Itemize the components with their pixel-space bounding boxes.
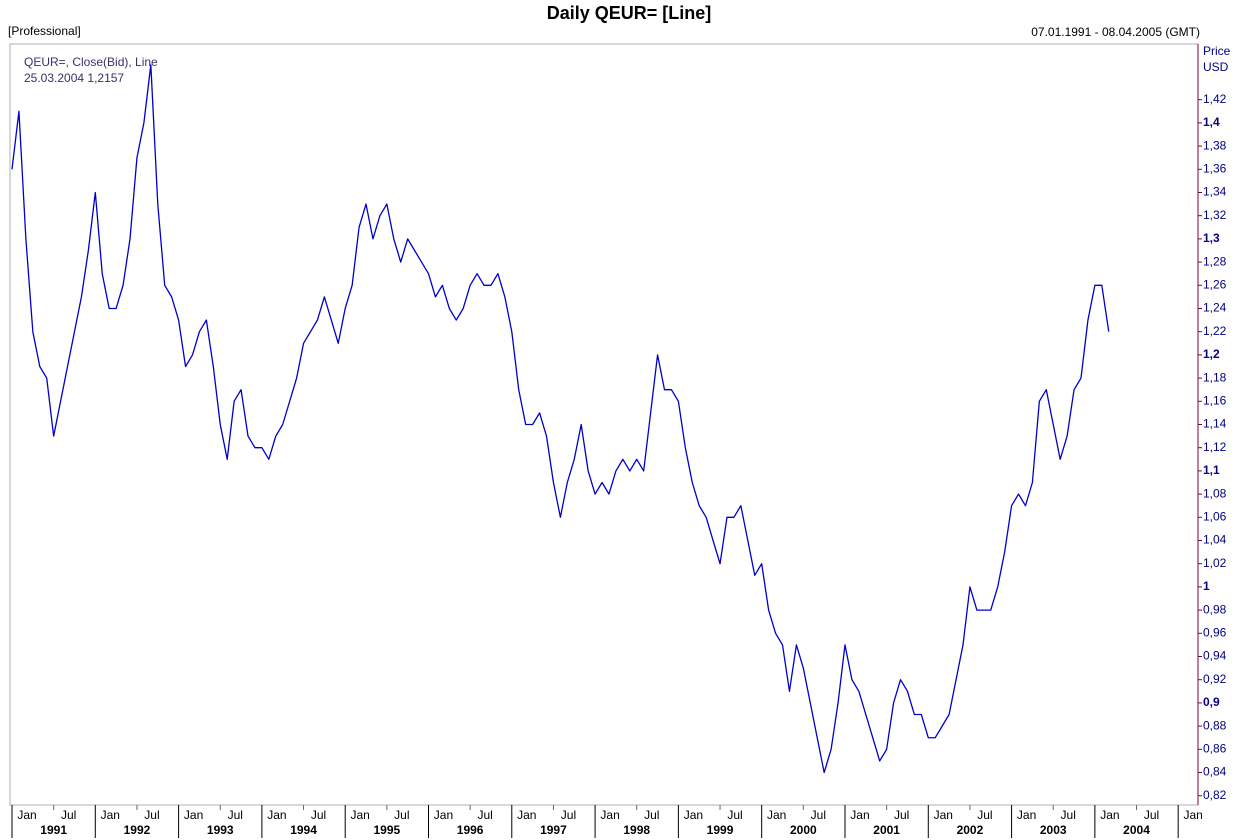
x-tick-label: Jul [228, 808, 243, 822]
y-tick-label: 1,16 [1203, 393, 1227, 407]
y-tick-label: 1 [1203, 579, 1210, 593]
year-label: 1997 [540, 823, 567, 837]
y-tick-label: 1,42 [1203, 92, 1227, 106]
x-tick-label: Jul [394, 808, 409, 822]
y-tick-label: 0,96 [1203, 625, 1227, 639]
x-tick-label: Jan [767, 808, 786, 822]
price-line [11, 64, 1110, 774]
x-tick-label: Jul [644, 808, 659, 822]
y-tick-label: 1,28 [1203, 254, 1227, 268]
y-tick-label: 1,34 [1203, 185, 1227, 199]
year-label: 1991 [40, 823, 67, 837]
y-tick-label: 0,88 [1203, 718, 1227, 732]
y-tick-label: 1,24 [1203, 301, 1227, 315]
year-label: 1999 [707, 823, 734, 837]
year-label: 1993 [207, 823, 234, 837]
x-tick-label: Jan [267, 808, 286, 822]
x-tick-label: Jul [977, 808, 992, 822]
y-tick-label: 0,86 [1203, 741, 1227, 755]
y-tick-label: 0,84 [1203, 765, 1227, 779]
y-tick-label: 1,08 [1203, 486, 1227, 500]
x-tick-label: Jan [517, 808, 536, 822]
x-tick-label: Jul [144, 808, 159, 822]
x-tick-label: Jul [311, 808, 326, 822]
year-label: 2002 [957, 823, 984, 837]
y-tick-label: 0,92 [1203, 672, 1227, 686]
y-tick-label: 0,98 [1203, 602, 1227, 616]
x-tick-label: Jan [1017, 808, 1036, 822]
x-tick-label: Jan [434, 808, 453, 822]
y-tick-label: 1,18 [1203, 370, 1227, 384]
x-tick-label: Jan [600, 808, 619, 822]
year-label: 2003 [1040, 823, 1067, 837]
y-tick-label: 0,82 [1203, 788, 1227, 802]
date-range: 07.01.1991 - 08.04.2005 (GMT) [1031, 25, 1200, 39]
y-tick-label: 1,12 [1203, 440, 1227, 454]
x-tick-label: Jul [1061, 808, 1076, 822]
year-label: 2001 [873, 823, 900, 837]
y-tick-label: 1,04 [1203, 533, 1227, 547]
chart-title: Daily QEUR= [Line] [547, 3, 712, 23]
x-tick-label: Jul [561, 808, 576, 822]
x-tick-label: Jan [1100, 808, 1119, 822]
y-tick-label: 1,4 [1203, 115, 1220, 129]
x-tick-label: Jan [184, 808, 203, 822]
year-label: 2000 [790, 823, 817, 837]
x-tick-label: Jan [1183, 808, 1202, 822]
x-tick-label: Jul [894, 808, 909, 822]
y-tick-label: 1,1 [1203, 463, 1220, 477]
x-tick-label: Jul [477, 808, 492, 822]
y-tick-label: 1,36 [1203, 161, 1227, 175]
year-label: 1992 [124, 823, 151, 837]
x-tick-label: Jan [850, 808, 869, 822]
y-tick-label: 1,38 [1203, 138, 1227, 152]
y-tick-label: 1,22 [1203, 324, 1227, 338]
year-label: 1996 [457, 823, 484, 837]
x-tick-label: Jul [811, 808, 826, 822]
x-tick-label: Jul [61, 808, 76, 822]
x-tick-label: Jan [101, 808, 120, 822]
x-tick-label: Jul [727, 808, 742, 822]
x-tick-label: Jan [684, 808, 703, 822]
y-tick-label: 1,06 [1203, 509, 1227, 523]
x-tick-label: Jan [934, 808, 953, 822]
y-axis-unit: USD [1203, 60, 1229, 74]
y-tick-label: 1,14 [1203, 417, 1227, 431]
y-tick-label: 0,9 [1203, 695, 1220, 709]
y-tick-label: 1,26 [1203, 277, 1227, 291]
y-tick-label: 1,3 [1203, 231, 1220, 245]
x-tick-label: Jan [17, 808, 36, 822]
y-tick-label: 1,32 [1203, 208, 1227, 222]
y-axis-label: Price [1203, 44, 1231, 58]
year-label: 2004 [1123, 823, 1150, 837]
y-tick-label: 1,02 [1203, 556, 1227, 570]
x-tick-label: Jan [351, 808, 370, 822]
year-label: 1994 [290, 823, 317, 837]
last-value: 25.03.2004 1,2157 [24, 71, 124, 85]
y-tick-label: 0,94 [1203, 649, 1227, 663]
x-tick-label: Jul [1144, 808, 1159, 822]
y-tick-label: 1,2 [1203, 347, 1220, 361]
legend-entry: QEUR=, Close(Bid), Line [24, 55, 158, 69]
year-label: 1998 [623, 823, 650, 837]
subtitle: [Professional] [8, 24, 81, 38]
year-label: 1995 [373, 823, 400, 837]
